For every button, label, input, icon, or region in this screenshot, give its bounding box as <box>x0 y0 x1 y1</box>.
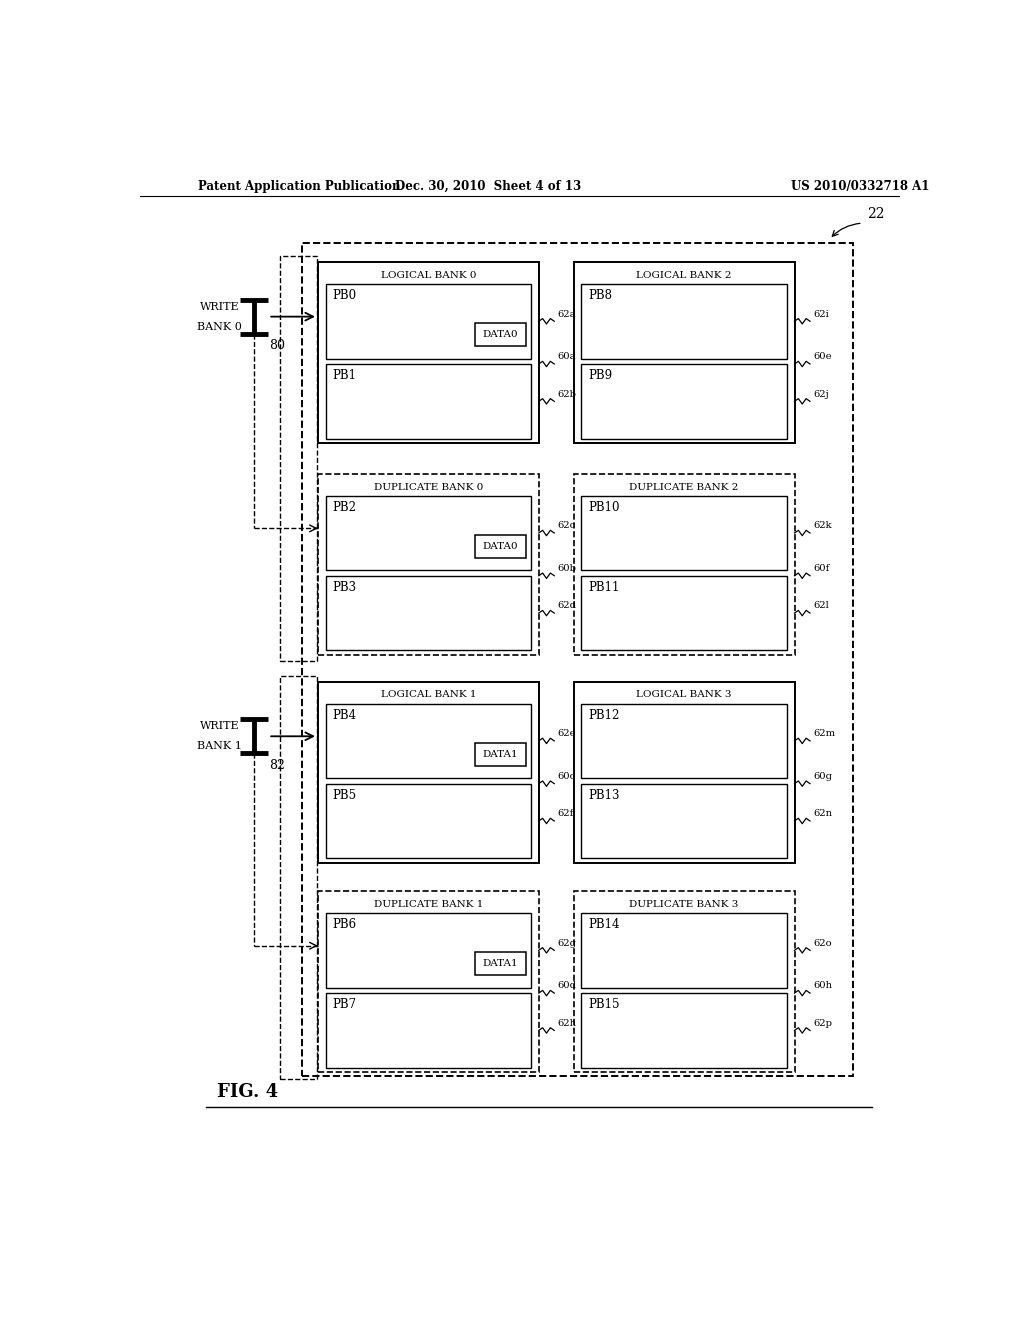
Bar <box>582 284 786 359</box>
Text: 62g: 62g <box>557 939 577 948</box>
Text: 80: 80 <box>269 339 285 352</box>
Bar <box>475 535 526 558</box>
Text: PB4: PB4 <box>333 709 356 722</box>
Text: LOGICAL BANK 2: LOGICAL BANK 2 <box>636 271 732 280</box>
Bar <box>317 263 539 444</box>
Text: PB9: PB9 <box>589 370 612 383</box>
Text: PB15: PB15 <box>589 998 620 1011</box>
Text: BANK 1: BANK 1 <box>197 742 242 751</box>
Text: 60d: 60d <box>557 981 577 990</box>
Bar <box>582 993 786 1068</box>
Text: 62i: 62i <box>813 310 829 318</box>
Text: 62k: 62k <box>813 521 831 531</box>
Bar <box>317 474 539 655</box>
Text: 60b: 60b <box>557 564 577 573</box>
Text: 60c: 60c <box>557 772 575 781</box>
Bar <box>326 496 531 570</box>
Bar <box>573 263 795 444</box>
Text: 82: 82 <box>269 759 285 772</box>
Text: LOGICAL BANK 1: LOGICAL BANK 1 <box>381 690 476 700</box>
Text: PB5: PB5 <box>333 789 356 803</box>
Bar <box>582 496 786 570</box>
Bar <box>582 784 786 858</box>
Bar <box>573 891 795 1072</box>
Text: DUPLICATE BANK 2: DUPLICATE BANK 2 <box>630 483 738 491</box>
Text: 62a: 62a <box>557 310 575 318</box>
Text: DATA0: DATA0 <box>483 330 518 339</box>
Text: 22: 22 <box>866 207 884 220</box>
Bar <box>582 704 786 779</box>
Text: WRITE: WRITE <box>200 302 240 312</box>
Bar <box>326 993 531 1068</box>
Bar <box>475 743 526 766</box>
Text: PB0: PB0 <box>333 289 356 302</box>
Text: 62j: 62j <box>813 389 828 399</box>
Text: PB12: PB12 <box>589 709 620 722</box>
Text: PB8: PB8 <box>589 289 612 302</box>
Text: PB2: PB2 <box>333 502 356 513</box>
Bar <box>573 682 795 863</box>
Text: 62m: 62m <box>813 729 836 738</box>
Text: LOGICAL BANK 3: LOGICAL BANK 3 <box>636 690 732 700</box>
Text: WRITE: WRITE <box>200 721 240 731</box>
Bar <box>317 891 539 1072</box>
Bar <box>326 913 531 987</box>
Text: 62n: 62n <box>813 809 833 818</box>
Text: 62d: 62d <box>557 602 577 610</box>
Text: 62h: 62h <box>557 1019 577 1028</box>
Bar <box>302 243 853 1076</box>
Text: BANK 0: BANK 0 <box>197 322 242 331</box>
Text: DATA1: DATA1 <box>483 750 518 759</box>
Text: 60g: 60g <box>813 772 833 781</box>
Text: LOGICAL BANK 0: LOGICAL BANK 0 <box>381 271 476 280</box>
Text: PB11: PB11 <box>589 581 620 594</box>
Text: PB13: PB13 <box>589 789 620 803</box>
Bar <box>326 704 531 779</box>
Bar <box>280 256 317 661</box>
Bar <box>326 284 531 359</box>
Text: 62f: 62f <box>557 809 573 818</box>
Text: Dec. 30, 2010  Sheet 4 of 13: Dec. 30, 2010 Sheet 4 of 13 <box>395 180 582 193</box>
Text: PB10: PB10 <box>589 502 620 513</box>
Text: 62o: 62o <box>813 939 831 948</box>
Bar <box>582 576 786 651</box>
Bar <box>582 364 786 438</box>
Text: PB3: PB3 <box>333 581 356 594</box>
Text: DATA1: DATA1 <box>483 960 518 969</box>
Bar <box>326 364 531 438</box>
Text: PB1: PB1 <box>333 370 356 383</box>
Bar <box>280 676 317 1078</box>
Bar <box>475 323 526 346</box>
Bar <box>582 913 786 987</box>
Text: US 2010/0332718 A1: US 2010/0332718 A1 <box>791 180 929 193</box>
Text: 60h: 60h <box>813 981 833 990</box>
Text: DATA0: DATA0 <box>483 543 518 550</box>
Text: 62c: 62c <box>557 521 575 531</box>
Text: 60a: 60a <box>557 352 575 362</box>
Bar <box>317 682 539 863</box>
Bar <box>573 474 795 655</box>
Text: 62b: 62b <box>557 389 577 399</box>
Text: PB14: PB14 <box>589 919 620 932</box>
Text: 60f: 60f <box>813 564 829 573</box>
Text: Patent Application Publication: Patent Application Publication <box>198 180 400 193</box>
Text: DUPLICATE BANK 0: DUPLICATE BANK 0 <box>374 483 483 491</box>
Text: 60e: 60e <box>813 352 831 362</box>
Text: DUPLICATE BANK 1: DUPLICATE BANK 1 <box>374 900 483 909</box>
Text: 62p: 62p <box>813 1019 833 1028</box>
Text: PB6: PB6 <box>333 919 356 932</box>
Bar <box>475 952 526 975</box>
Text: 62l: 62l <box>813 602 828 610</box>
Bar <box>326 784 531 858</box>
Text: DUPLICATE BANK 3: DUPLICATE BANK 3 <box>630 900 738 909</box>
Text: 62e: 62e <box>557 729 575 738</box>
Text: FIG. 4: FIG. 4 <box>217 1082 279 1101</box>
Text: PB7: PB7 <box>333 998 356 1011</box>
Bar <box>326 576 531 651</box>
